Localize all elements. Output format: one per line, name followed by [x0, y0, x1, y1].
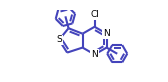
Text: N: N	[91, 50, 98, 59]
Text: Cl: Cl	[90, 10, 99, 19]
Text: S: S	[56, 35, 62, 44]
Text: N: N	[103, 29, 110, 38]
